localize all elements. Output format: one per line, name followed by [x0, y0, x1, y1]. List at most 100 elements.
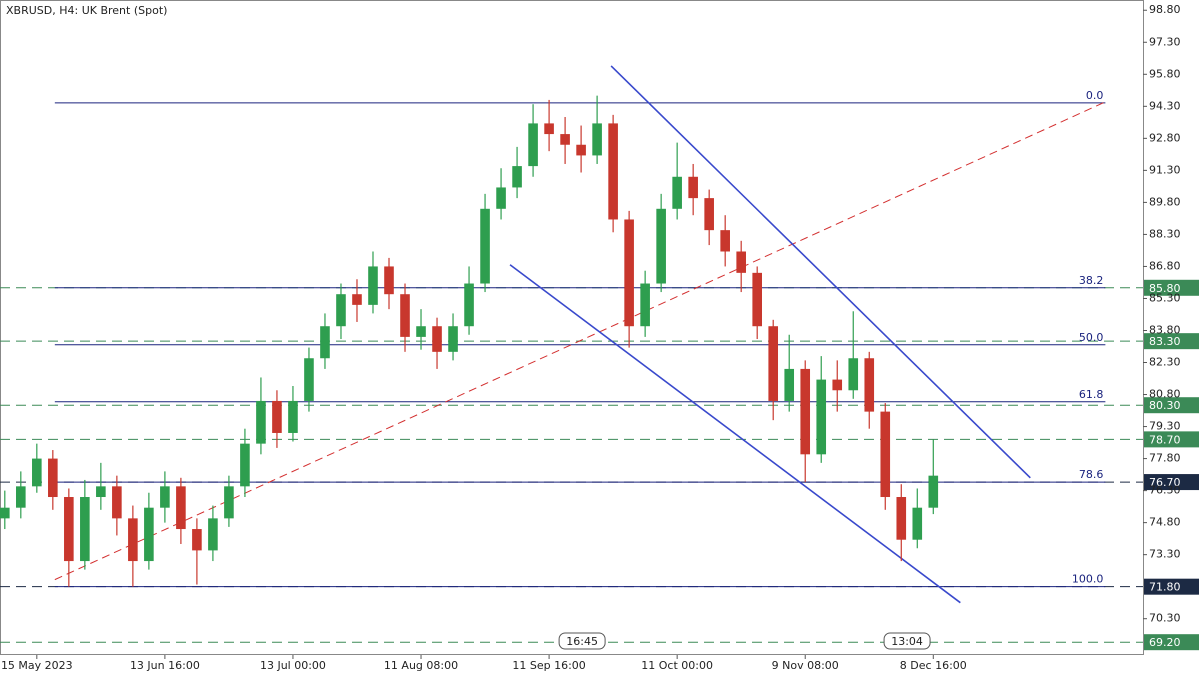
- candle-body: [368, 266, 378, 305]
- candle-body: [32, 458, 42, 487]
- level-label: 78.70: [1149, 433, 1181, 446]
- x-tick-label: 11 Aug 08:00: [384, 659, 458, 672]
- candle-body: [96, 486, 106, 498]
- candle-body: [224, 486, 234, 519]
- candle-body: [720, 230, 730, 252]
- y-tick-label: 73.30: [1149, 548, 1181, 561]
- candle-body: [896, 497, 907, 540]
- candle-body: [464, 283, 474, 327]
- candle-body: [336, 294, 346, 327]
- y-tick-label: 70.30: [1149, 612, 1181, 625]
- y-tick-label: 82.30: [1149, 356, 1181, 369]
- candle-body: [800, 368, 811, 455]
- trendline: [509, 264, 961, 604]
- y-tick-label: 94.30: [1149, 99, 1181, 112]
- candle-body: [576, 144, 586, 156]
- y-tick-label: 92.80: [1149, 131, 1181, 144]
- candle-body: [192, 529, 202, 551]
- candle-body: [0, 507, 10, 519]
- chart-title: XBRUSD, H4: UK Brent (Spot): [6, 4, 167, 17]
- level-label: 80.30: [1149, 399, 1181, 412]
- candle-body: [320, 326, 330, 359]
- level-box: [1144, 397, 1199, 414]
- level-label: 71.80: [1149, 581, 1181, 594]
- candle-body: [144, 507, 154, 562]
- y-tick-label: 76.30: [1149, 484, 1181, 497]
- candle-body: [640, 283, 650, 327]
- time-marker-label: 13:04: [891, 635, 923, 648]
- level-box: [1144, 431, 1199, 448]
- candle-body: [496, 187, 506, 209]
- candle-body: [752, 272, 762, 327]
- y-tick-label: 74.80: [1149, 516, 1181, 529]
- candle-body: [832, 379, 843, 391]
- y-tick-label: 97.30: [1149, 35, 1181, 48]
- candle-body: [528, 123, 538, 167]
- candle-body: [432, 326, 442, 352]
- candle-body: [736, 251, 746, 273]
- x-tick-label: 15 May 2023: [1, 659, 73, 672]
- candle-body: [608, 123, 618, 220]
- candle-body: [848, 358, 859, 391]
- candle-body: [304, 358, 314, 401]
- y-tick-label: 86.80: [1149, 259, 1181, 272]
- candle-body: [880, 411, 891, 498]
- level-box: [1144, 333, 1199, 350]
- fib-label: 100.0: [1072, 573, 1104, 586]
- candle-body: [512, 166, 522, 188]
- candle-body: [864, 358, 875, 412]
- candle-body: [16, 486, 26, 508]
- x-tick-label: 13 Jun 16:00: [130, 659, 200, 672]
- time-marker-box: [558, 632, 606, 650]
- candle-body: [928, 475, 939, 508]
- y-tick-label: 79.30: [1149, 420, 1181, 433]
- x-tick-label: 13 Jul 00:00: [260, 659, 326, 672]
- candle-body: [480, 208, 490, 284]
- candle-body: [240, 443, 250, 487]
- y-tick-label: 95.80: [1149, 67, 1181, 80]
- candle-body: [400, 294, 410, 337]
- level-label: 76.70: [1149, 476, 1181, 489]
- fib-label: 78.6: [1079, 468, 1104, 481]
- candle-body: [48, 458, 58, 498]
- level-label: 69.20: [1149, 636, 1181, 649]
- candle-body: [384, 266, 394, 295]
- y-tick-label: 77.80: [1149, 452, 1181, 465]
- time-marker-label: 16:45: [566, 635, 598, 648]
- y-tick-label: 89.80: [1149, 195, 1181, 208]
- x-tick-label: 11 Sep 16:00: [512, 659, 585, 672]
- candle-body: [80, 497, 90, 562]
- candle-body: [64, 497, 74, 562]
- candle-body: [688, 176, 698, 199]
- candle-body: [160, 486, 170, 508]
- candle-body: [544, 123, 554, 135]
- candle-body: [448, 326, 458, 352]
- level-label: 83.30: [1149, 335, 1181, 348]
- level-box: [1144, 474, 1199, 491]
- candle-body: [272, 400, 282, 433]
- y-tick-label: 83.80: [1149, 323, 1181, 336]
- candle-body: [176, 486, 186, 530]
- level-box: [1144, 279, 1199, 296]
- y-tick-label: 91.30: [1149, 163, 1181, 176]
- candle-body: [656, 208, 666, 284]
- level-label: 85.80: [1149, 282, 1181, 295]
- candle-body: [672, 176, 682, 209]
- candle-body: [112, 486, 122, 519]
- x-tick-label: 8 Dec 16:00: [900, 659, 967, 672]
- x-tick-label: 11 Oct 00:00: [641, 659, 713, 672]
- candle-body: [416, 326, 426, 337]
- trendline: [610, 65, 1031, 479]
- candle-body: [592, 123, 602, 156]
- plot-frame: [0, 0, 1144, 655]
- fib-label: 38.2: [1079, 274, 1104, 287]
- y-tick-label: 98.80: [1149, 3, 1181, 16]
- candle-body: [128, 518, 138, 562]
- fib-label: 61.8: [1079, 388, 1104, 401]
- trendline: [54, 101, 1106, 581]
- y-tick-label: 85.30: [1149, 291, 1181, 304]
- candle-body: [704, 198, 714, 231]
- level-box: [1144, 578, 1199, 595]
- y-tick-label: 88.30: [1149, 227, 1181, 240]
